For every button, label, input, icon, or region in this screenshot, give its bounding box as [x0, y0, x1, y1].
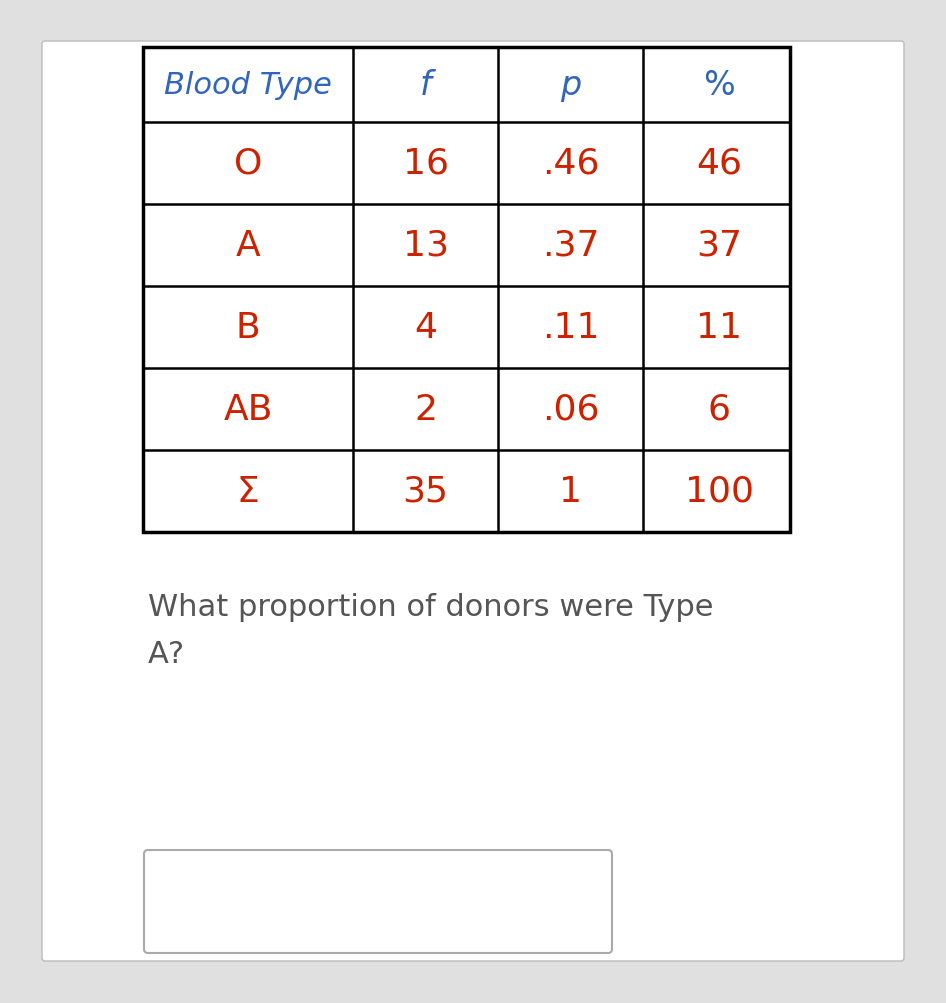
Text: Σ: Σ: [236, 474, 259, 509]
Text: %: %: [703, 69, 735, 102]
Text: 6: 6: [708, 392, 730, 426]
Text: 37: 37: [696, 229, 742, 263]
Text: .11: .11: [542, 311, 599, 345]
Bar: [143, 48, 790, 533]
Text: .46: .46: [542, 146, 599, 181]
Text: 11: 11: [696, 311, 742, 345]
Text: .06: .06: [542, 392, 599, 426]
Text: 35: 35: [402, 474, 448, 509]
Text: A: A: [236, 229, 260, 263]
Text: 1: 1: [559, 474, 582, 509]
Text: 16: 16: [402, 146, 448, 181]
Text: Blood Type: Blood Type: [164, 71, 332, 100]
Text: AB: AB: [223, 392, 272, 426]
Text: 4: 4: [414, 311, 437, 345]
Text: .37: .37: [542, 229, 599, 263]
Text: 13: 13: [402, 229, 448, 263]
Text: 100: 100: [685, 474, 754, 509]
Text: f: f: [420, 69, 431, 102]
Text: B: B: [236, 311, 260, 345]
FancyBboxPatch shape: [42, 42, 904, 961]
Text: O: O: [234, 146, 262, 181]
FancyBboxPatch shape: [144, 851, 612, 953]
Text: 46: 46: [696, 146, 742, 181]
Text: 2: 2: [414, 392, 437, 426]
Text: What proportion of donors were Type
A?: What proportion of donors were Type A?: [148, 593, 713, 669]
Text: p: p: [560, 69, 581, 102]
